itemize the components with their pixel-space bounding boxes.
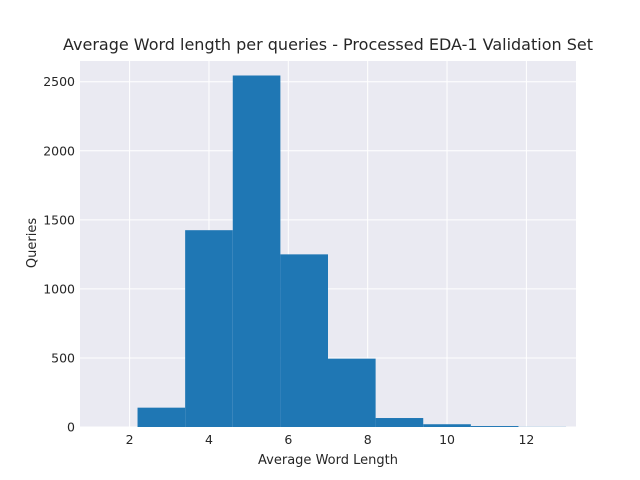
y-tick-label: 500 (51, 350, 75, 365)
chart-title: Average Word length per queries - Proces… (63, 35, 593, 54)
histogram-bar (470, 426, 519, 427)
histogram-bar (185, 230, 233, 427)
x-tick-label: 10 (439, 432, 455, 447)
histogram-bar (232, 75, 281, 427)
y-tick-label: 2000 (43, 143, 75, 158)
histogram-bars (137, 75, 567, 427)
x-tick-label: 4 (205, 432, 213, 447)
histogram-bar (375, 418, 424, 427)
tick-labels: 2 4 6 8 10 12 0 500 1000 1500 2000 2500 (43, 74, 534, 447)
y-tick-label: 1000 (43, 281, 75, 296)
x-tick-label: 2 (126, 432, 134, 447)
y-tick-label: 0 (67, 420, 75, 435)
y-tick-label: 1500 (43, 212, 75, 227)
histogram-bar (328, 358, 376, 427)
x-tick-label: 6 (284, 432, 292, 447)
histogram-bar (423, 424, 471, 427)
x-tick-label: 8 (364, 432, 372, 447)
histogram-bar (137, 407, 186, 427)
y-tick-label: 2500 (43, 74, 75, 89)
y-axis-label: Queries (25, 218, 40, 268)
histogram-bar (280, 254, 328, 427)
x-tick-label: 12 (518, 432, 534, 447)
x-axis-label: Average Word Length (258, 453, 398, 468)
